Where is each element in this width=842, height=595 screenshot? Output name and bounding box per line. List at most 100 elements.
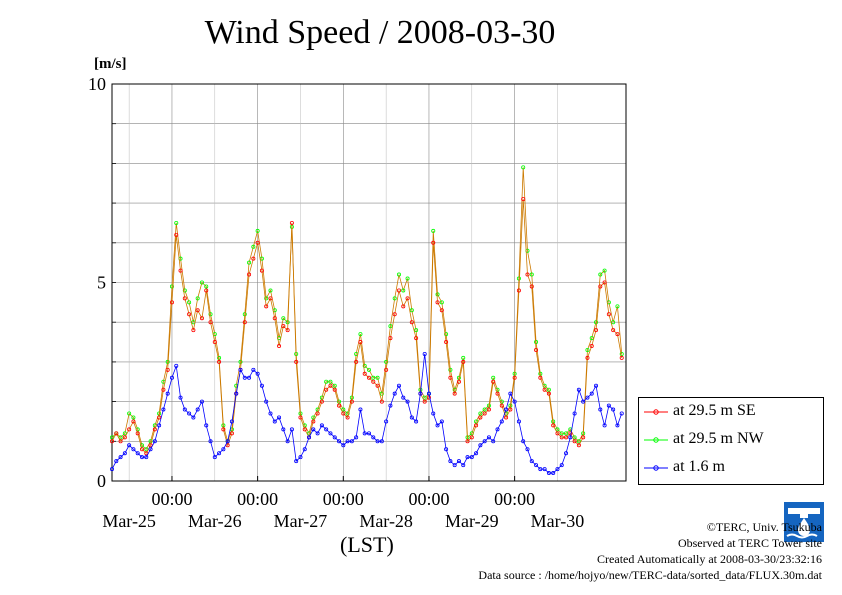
data-point [572, 411, 577, 416]
data-point [131, 447, 136, 452]
data-point [576, 387, 581, 392]
data-point [478, 411, 483, 416]
data-point [204, 423, 209, 428]
data-point [221, 427, 226, 432]
data-point [585, 347, 590, 352]
data-point [169, 284, 174, 289]
data-point [439, 300, 444, 305]
data-point [538, 467, 543, 472]
legend-label-se: at 29.5 m SE [673, 402, 756, 419]
data-point [285, 439, 290, 444]
data-point [414, 328, 419, 333]
data-point [328, 379, 333, 384]
data-point [516, 276, 521, 281]
x-date-label: Mar-26 [188, 511, 242, 531]
data-point [199, 280, 204, 285]
data-point [439, 419, 444, 424]
data-point [435, 292, 440, 297]
data-point [341, 407, 346, 412]
data-point [238, 367, 243, 372]
data-point [268, 411, 273, 416]
data-point [572, 439, 577, 444]
data-point [264, 399, 269, 404]
data-point [392, 391, 397, 396]
data-point [568, 431, 573, 436]
data-point [482, 407, 487, 412]
data-point [375, 383, 380, 388]
terc-logo-icon [784, 502, 824, 542]
data-point [324, 379, 329, 384]
data-point [581, 399, 586, 404]
data-point [277, 415, 282, 420]
data-point [315, 431, 320, 436]
data-point [516, 419, 521, 424]
data-point [307, 431, 312, 436]
data-point [242, 320, 247, 325]
data-point [555, 467, 560, 472]
data-point [371, 375, 376, 380]
data-point [345, 415, 350, 420]
data-point [512, 399, 517, 404]
data-point [366, 367, 371, 372]
data-point [255, 371, 260, 376]
data-point [525, 272, 530, 277]
data-point [405, 296, 410, 301]
data-point [362, 371, 367, 376]
data-point [409, 320, 414, 325]
data-point [559, 431, 564, 436]
data-point [161, 407, 166, 412]
data-point [482, 411, 487, 416]
data-point [594, 328, 599, 333]
data-point [311, 419, 316, 424]
data-point [546, 391, 551, 396]
data-point [362, 363, 367, 368]
data-point [307, 435, 312, 440]
data-point [169, 300, 174, 305]
data-point [174, 363, 179, 368]
data-point [435, 300, 440, 305]
data-point [157, 423, 162, 428]
data-point [426, 391, 431, 396]
data-point [611, 320, 616, 325]
data-point [337, 399, 342, 404]
data-point [469, 435, 474, 440]
y-tick-label: 5 [97, 273, 106, 293]
data-point [354, 359, 359, 364]
data-point [555, 427, 560, 432]
data-point [174, 232, 179, 237]
data-point [396, 288, 401, 293]
data-point [315, 411, 320, 416]
data-point [264, 304, 269, 309]
data-point [148, 439, 153, 444]
data-point [191, 415, 196, 420]
data-point [358, 407, 363, 412]
data-point [564, 435, 569, 440]
data-point [208, 439, 213, 444]
data-point [366, 375, 371, 380]
data-point [611, 407, 616, 412]
data-point [191, 328, 196, 333]
data-point [161, 387, 166, 392]
data-point [217, 355, 222, 360]
data-point [319, 399, 324, 404]
data-point [354, 435, 359, 440]
data-point [392, 312, 397, 317]
data-point [204, 288, 209, 293]
data-point [512, 375, 517, 380]
data-point [521, 439, 526, 444]
data-point [384, 367, 389, 372]
data-point [461, 355, 466, 360]
data-point [272, 419, 277, 424]
data-point [388, 324, 393, 329]
data-point [251, 256, 256, 261]
data-point [538, 375, 543, 380]
data-point [337, 403, 342, 408]
data-point [152, 427, 157, 432]
data-point [589, 344, 594, 349]
data-point [396, 272, 401, 277]
data-point [504, 415, 509, 420]
data-point [324, 387, 329, 392]
data-point [508, 407, 513, 412]
data-point [414, 419, 419, 424]
